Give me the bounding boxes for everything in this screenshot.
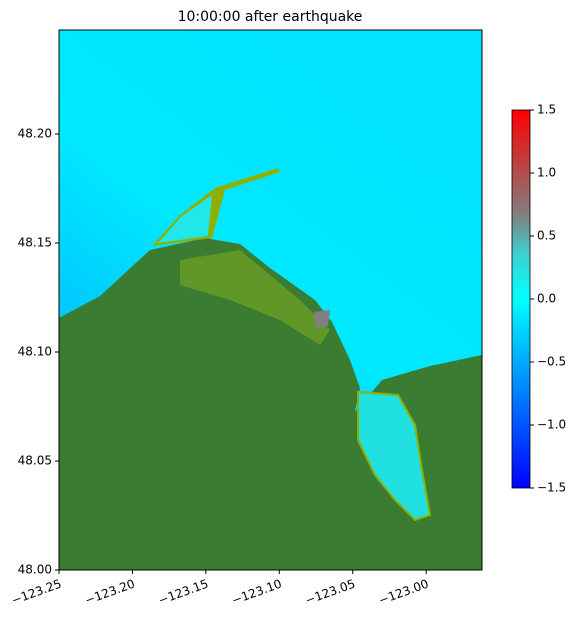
y-tick-label: 48.05 [18, 453, 52, 467]
x-tick-label: −123.00 [377, 577, 431, 608]
shallow-pond [314, 310, 330, 328]
bay [357, 390, 432, 522]
chart-title: 10:00:00 after earthquake [178, 9, 363, 25]
y-tick-label: 48.15 [18, 235, 52, 249]
colorbar [511, 109, 531, 489]
colorbar-tick-label: −1.5 [537, 481, 566, 495]
x-tick-label: −123.05 [303, 577, 357, 608]
x-tick-label: −123.10 [230, 577, 284, 608]
land [59, 238, 482, 570]
x-tick-label: −123.20 [83, 577, 137, 608]
colorbar-tick-label: 1.0 [537, 166, 556, 180]
colorbar-tick-label: −1.0 [537, 418, 566, 432]
axes-frame [58, 29, 483, 571]
map-image [59, 30, 482, 570]
y-tick-label: 48.20 [18, 126, 52, 140]
x-tick-label: −123.15 [156, 577, 210, 608]
y-tick-label: 48.00 [18, 563, 52, 577]
colorbar-tick-label: 0.0 [537, 292, 556, 306]
x-tick-label: −123.25 [10, 577, 64, 608]
colorbar-tick-label: 1.5 [537, 103, 556, 117]
y-tick-label: 48.10 [18, 344, 52, 358]
colorbar-tick-label: 0.5 [537, 229, 556, 243]
tidal-flat [180, 250, 330, 345]
colorbar-tick-label: −0.5 [537, 355, 566, 369]
lagoon [158, 195, 212, 243]
